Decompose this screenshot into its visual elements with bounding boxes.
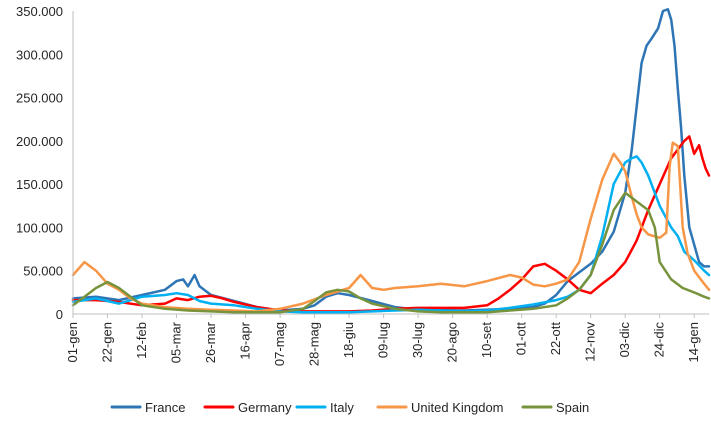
y-tick-label: 300.000 [16,47,63,62]
y-tick-label: 0 [56,307,63,322]
x-tick-label: 12-feb [134,322,149,359]
y-tick-label: 350.000 [16,4,63,19]
x-tick-label: 16-apr [238,321,253,359]
y-tick-label: 50.000 [23,264,63,279]
legend: France Germany Italy United Kingdom Spain [110,400,589,415]
x-tick-label: 20-ago [445,322,460,362]
series-layer [71,8,711,314]
y-tick-label: 200.000 [16,134,63,149]
legend-label: Spain [556,400,589,415]
x-tick-label: 09-lug [376,322,391,358]
x-tick-label: 30-lug [410,322,425,358]
legend-label: Italy [330,400,354,415]
x-tick-label: 03-dic [617,322,632,358]
x-tick-label: 10-set [479,322,494,359]
legend-label: France [145,400,185,415]
x-tick-label: 22-gen [100,322,115,362]
legend-label: United Kingdom [411,400,504,415]
series-line-germany [71,135,711,313]
x-tick-label: 22-ott [548,322,563,356]
x-tick-label: 07-mag [272,322,287,366]
y-tick-label: 150.000 [16,177,63,192]
x-tick-label: 14-gen [686,322,701,362]
x-tick-label: 05-mar [169,321,184,363]
series-line-france [71,8,711,312]
x-tick-label: 12-nov [583,322,598,362]
x-tick-label: 26-mar [203,321,218,363]
series-line-italy [71,155,711,314]
series-line-united-kingdom [71,141,711,313]
x-tick-label: 28-mag [307,322,322,366]
x-tick-label: 01-ott [514,322,529,356]
legend-label: Germany [238,400,292,415]
y-tick-label: 100.000 [16,220,63,235]
x-tick-label: 24-dic [652,322,667,358]
x-axis-ticks: 01-gen 22-gen 12-feb 05-mar 26-mar 16-apr 07-m… [65,314,701,366]
y-tick-label: 250.000 [16,91,63,106]
x-tick-label: 01-gen [65,322,80,362]
y-axis-ticks: 0 50.000 100.000 150.000 200.000 250.000 300.0… [16,4,63,322]
series-line-spain [71,191,711,314]
x-tick-label: 18-giu [341,322,356,358]
